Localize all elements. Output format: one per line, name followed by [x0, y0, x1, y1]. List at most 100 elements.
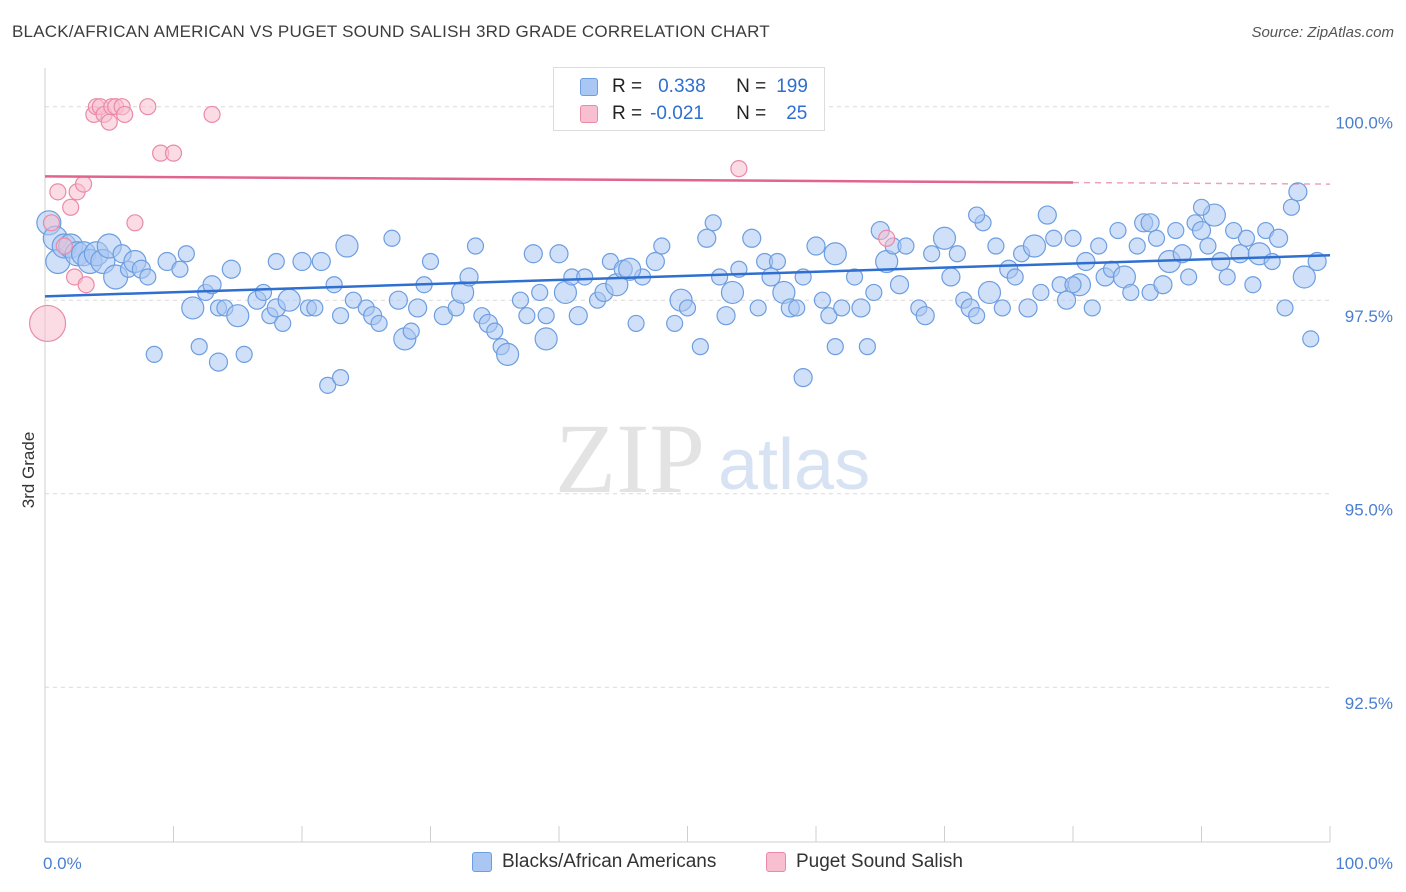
- point-blacks: [820, 307, 838, 325]
- point-blacks: [306, 299, 324, 317]
- point-blacks: [851, 298, 871, 318]
- point-blacks: [678, 299, 697, 317]
- watermark-zip: ZIP: [555, 403, 705, 514]
- stats-legend: R = 0.338 N = 199 R = -0.021 N = 25: [553, 67, 825, 131]
- trend-lines: [44, 175, 1331, 298]
- point-blacks: [568, 306, 588, 326]
- point-blacks: [977, 280, 1002, 305]
- point-blacks: [1122, 283, 1140, 302]
- point-blacks: [1153, 275, 1173, 295]
- legend-row-blacks: R = 0.338 N = 199: [554, 74, 808, 100]
- point-blacks: [1230, 244, 1250, 264]
- point-salish: [100, 113, 118, 131]
- point-blacks: [1172, 244, 1192, 264]
- y-tick-label: 97.5%: [1345, 307, 1393, 326]
- point-blacks: [1076, 251, 1096, 272]
- point-blacks: [1037, 205, 1057, 225]
- point-blacks: [941, 267, 961, 287]
- point-blacks: [1218, 268, 1236, 286]
- legend-label-blacks: Blacks/African Americans: [502, 851, 717, 872]
- trend-line-salish: [44, 175, 1074, 184]
- point-blacks: [653, 237, 671, 255]
- point-blacks: [383, 229, 401, 247]
- point-blacks: [1276, 299, 1294, 317]
- point-blacks: [793, 368, 813, 388]
- legend-swatch-pink: [766, 852, 786, 872]
- point-blacks: [157, 251, 177, 272]
- point-blacks: [968, 206, 986, 224]
- point-blacks: [208, 352, 229, 372]
- point-blacks: [226, 304, 250, 328]
- legend-swatch-pink: [580, 105, 598, 123]
- point-blacks: [813, 291, 832, 309]
- point-blacks: [531, 283, 549, 302]
- point-blacks: [1302, 330, 1320, 348]
- point-blacks: [1083, 299, 1101, 317]
- point-blacks: [826, 338, 844, 356]
- trend-line-blacks: [44, 254, 1331, 298]
- y-axis-label: 3rd Grade: [19, 432, 38, 509]
- point-blacks: [1268, 228, 1289, 248]
- x-tick-label: 0.0%: [43, 854, 82, 873]
- legend-r-value: -0.021: [650, 103, 704, 124]
- point-blacks: [865, 283, 883, 302]
- point-blacks: [370, 314, 388, 333]
- point-blacks: [1211, 251, 1231, 272]
- point-blacks: [749, 299, 767, 317]
- point-blacks: [691, 338, 709, 356]
- point-blacks: [1032, 283, 1050, 302]
- point-blacks: [171, 260, 189, 278]
- point-blacks: [1167, 221, 1185, 240]
- point-blacks: [496, 342, 520, 366]
- point-blacks: [858, 338, 877, 356]
- y-tick-label: 95.0%: [1345, 501, 1393, 520]
- point-blacks: [202, 275, 222, 295]
- point-salish: [730, 160, 748, 178]
- legend-label-salish: Puget Sound Salish: [796, 851, 963, 872]
- legend-n-label: N =: [736, 76, 767, 97]
- point-blacks: [1225, 221, 1243, 240]
- point-blacks: [889, 275, 910, 295]
- point-blacks: [742, 228, 762, 248]
- point-blacks: [788, 299, 806, 317]
- point-blacks: [968, 307, 986, 325]
- point-blacks: [720, 280, 745, 305]
- point-blacks: [1237, 229, 1256, 247]
- point-blacks: [845, 268, 864, 286]
- point-blacks: [190, 338, 208, 356]
- point-blacks: [139, 268, 157, 286]
- trend-line-salish-extension: [1072, 181, 1331, 185]
- point-blacks: [537, 307, 555, 325]
- point-salish: [164, 144, 183, 162]
- point-blacks: [331, 307, 350, 325]
- point-blacks: [1140, 213, 1160, 233]
- point-blacks: [325, 276, 343, 294]
- grid-lines: [45, 106, 1330, 688]
- point-blacks: [1064, 229, 1082, 247]
- point-blacks: [254, 283, 273, 302]
- point-blacks: [511, 291, 530, 309]
- point-blacks: [1128, 237, 1146, 255]
- point-salish: [878, 229, 896, 247]
- point-blacks: [1018, 298, 1038, 318]
- watermark-atlas: atlas: [718, 425, 870, 505]
- point-salish: [62, 198, 80, 216]
- legend-r-value: 0.338: [658, 76, 706, 97]
- point-blacks: [704, 214, 722, 232]
- point-blacks: [277, 288, 301, 312]
- axis-labels: 92.5% 95.0% 97.5% 100.0% 0.0% 100.0%: [43, 114, 1393, 873]
- point-blacks: [518, 307, 536, 325]
- point-blacks: [344, 291, 362, 309]
- point-blacks: [711, 268, 729, 286]
- point-blacks: [319, 376, 337, 394]
- point-blacks: [666, 314, 684, 333]
- point-blacks: [1090, 237, 1108, 255]
- point-blacks: [915, 306, 935, 326]
- point-salish: [116, 105, 134, 124]
- series-legend: Blacks/African Americans Puget Sound Sal…: [0, 851, 1406, 877]
- point-blacks: [645, 251, 665, 272]
- point-blacks: [1064, 276, 1082, 294]
- chart-title: BLACK/AFRICAN AMERICAN VS PUGET SOUND SA…: [12, 22, 770, 41]
- point-blacks: [335, 234, 359, 258]
- point-blacks: [768, 252, 787, 271]
